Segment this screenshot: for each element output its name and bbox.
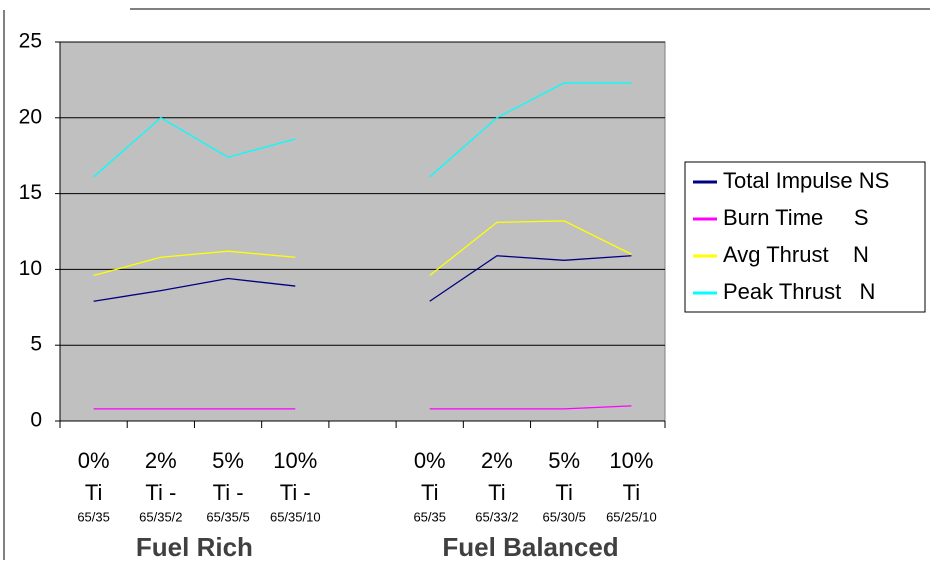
x-tick-label: 0% — [78, 448, 110, 473]
x-tick-label: Ti - — [280, 480, 311, 505]
legend-label: Total Impulse NS — [723, 168, 889, 193]
series-line — [93, 220, 632, 277]
series-line — [93, 255, 632, 302]
legend-label: Peak Thrust N — [723, 279, 875, 304]
x-tick-label: Ti — [85, 480, 103, 505]
legend-box — [684, 161, 926, 313]
y-tick-label: 10 — [19, 257, 42, 280]
x-tick-label: 5% — [548, 448, 580, 473]
series-line — [93, 405, 632, 410]
y-tick-label: 5 — [30, 333, 42, 356]
x-tick-label: 2% — [145, 448, 177, 473]
y-tick-label: 20 — [19, 105, 42, 128]
x-tick-label: 10% — [273, 448, 317, 473]
x-tick-label: 65/35 — [77, 509, 110, 524]
x-tick-label: Ti - — [145, 480, 176, 505]
legend-label: Avg Thrust N — [723, 242, 869, 267]
x-tick-label: Ti — [421, 480, 439, 505]
y-tick-label: 15 — [19, 181, 42, 204]
x-tick-label: Ti — [623, 480, 641, 505]
x-tick-label: 65/25/10 — [606, 509, 657, 524]
x-tick-label: 5% — [212, 448, 244, 473]
x-tick-label: 0% — [414, 448, 446, 473]
x-tick-label: 10% — [609, 448, 653, 473]
x-tick-label: 65/35/2 — [139, 509, 182, 524]
x-tick-label: Ti - — [213, 480, 244, 505]
series-line — [93, 82, 632, 178]
group-label: Fuel Rich — [136, 532, 253, 562]
group-label: Fuel Balanced — [442, 532, 618, 562]
y-tick-label: 0 — [30, 409, 42, 432]
x-tick-label: Ti — [488, 480, 506, 505]
legend-label: Burn Time S — [723, 205, 869, 230]
x-tick-label: 65/33/2 — [475, 509, 518, 524]
x-tick-label: 2% — [481, 448, 513, 473]
plot-area — [59, 41, 666, 422]
y-tick-label: 25 — [19, 30, 42, 53]
x-tick-label: 65/35/5 — [206, 509, 249, 524]
x-tick-label: 65/30/5 — [542, 509, 585, 524]
x-tick-label: 65/35 — [413, 509, 446, 524]
x-tick-label: 65/35/10 — [270, 509, 321, 524]
x-tick-label: Ti — [555, 480, 573, 505]
